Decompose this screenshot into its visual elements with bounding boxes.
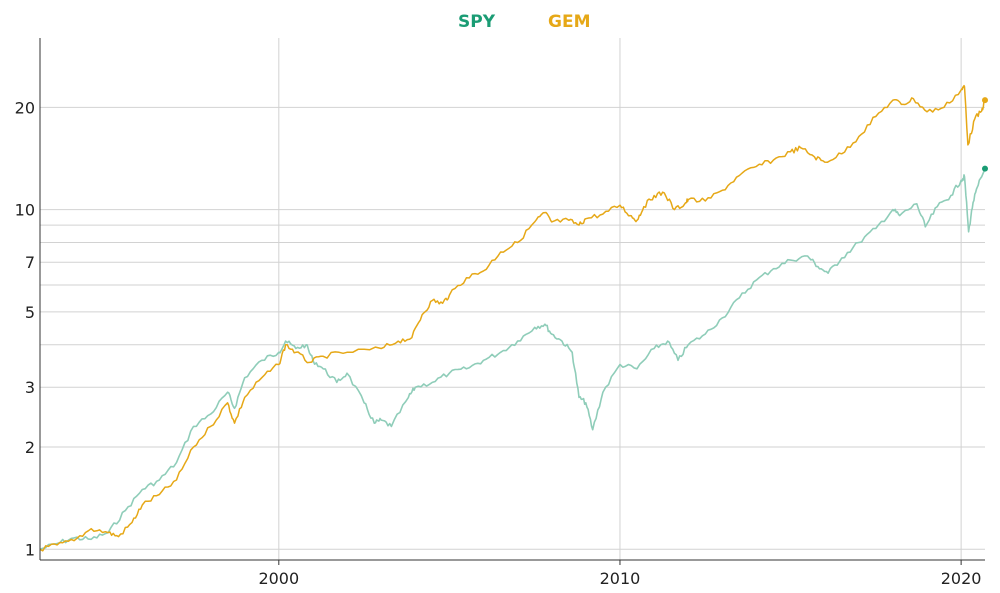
x-tick-label: 2010 xyxy=(600,569,641,588)
legend-label-gem: GEM xyxy=(548,12,591,32)
series-line-gem xyxy=(39,84,986,552)
y-tick-label: 2 xyxy=(25,438,35,457)
series-end-marker-spy xyxy=(982,165,988,172)
y-tick-label: 5 xyxy=(25,303,35,322)
legend-spy: SPY xyxy=(458,12,495,32)
legend-gem: GEM xyxy=(548,12,590,32)
y-tick-label: 3 xyxy=(25,378,35,397)
y-axis-ticks: 1 2 3 5 7 10 20 xyxy=(15,98,35,559)
x-axis-ticks: 2000 2010 2020 xyxy=(258,560,981,588)
grid xyxy=(40,38,985,560)
y-tick-label: 20 xyxy=(15,98,35,117)
y-tick-label: 1 xyxy=(25,540,35,559)
series-end-marker-gem xyxy=(982,97,988,104)
legend-label-spy: SPY xyxy=(458,12,496,32)
x-tick-label: 2020 xyxy=(941,569,982,588)
y-tick-label: 7 xyxy=(25,253,35,272)
x-tick-label: 2000 xyxy=(258,569,299,588)
series-line-spy xyxy=(39,168,986,551)
y-tick-label: 10 xyxy=(15,201,35,220)
series-lines xyxy=(39,84,988,552)
